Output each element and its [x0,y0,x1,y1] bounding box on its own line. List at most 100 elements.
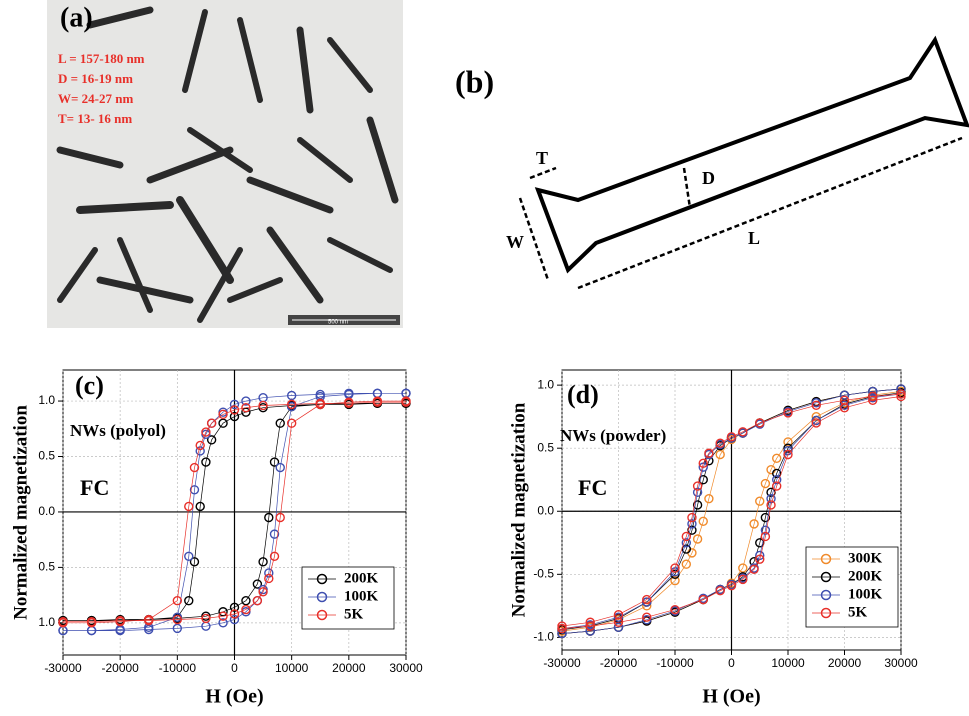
data-point [286,399,297,410]
data-point [286,418,297,428]
y-tick-label: 1.0 [537,377,554,391]
data-point [738,427,748,437]
legend-marker [316,591,328,603]
data-point [557,621,567,631]
data-point [241,604,251,615]
data-point [264,512,274,523]
data-point [839,390,850,400]
data-point [172,595,183,606]
data-point [115,625,125,636]
data-point [264,573,274,584]
legend-label: 200K [848,568,883,584]
tem-image [47,0,403,328]
data-point [811,398,821,408]
x-tick-label: 0 [728,656,735,670]
annotation: T= 13- 16 nm [58,111,132,126]
y-tick-label: 0.5 [537,440,554,454]
data-point [726,432,737,442]
data-point [670,575,680,586]
data-point [772,453,782,463]
data-point [218,418,228,428]
data-point [144,615,154,626]
data-point [613,622,624,632]
data-point [868,395,878,405]
legend-marker [820,571,832,583]
data-point [755,418,765,428]
dimension-label: T [536,148,548,168]
data-point [772,475,782,485]
annotation: L = 157-180 nm [58,51,145,66]
data-point [755,496,765,506]
dimension-label: W [506,232,524,252]
data-point [642,612,652,622]
data-point [195,501,205,512]
data-point [772,481,782,491]
data-point [206,418,217,428]
data-point [275,418,285,428]
data-point [184,595,194,606]
data-point [868,391,878,402]
data-point [206,435,217,445]
data-point [58,617,68,627]
data-point [189,462,200,473]
series-line [561,388,902,634]
data-point [344,397,354,407]
data-point [585,626,595,636]
data-point [241,396,251,406]
legend-marker [316,573,328,585]
data-point [241,403,251,413]
data-point [681,531,691,542]
data-point [698,594,708,605]
data-point [229,614,240,625]
legend-label: 100K [344,588,379,604]
legend-marker [820,589,832,601]
data-point [258,557,268,567]
data-point [195,446,205,456]
x-tick-label: 20000 [332,661,366,675]
data-point [692,500,703,510]
x-tick-label: -30000 [543,656,581,670]
legend-marker [316,609,328,621]
legend-marker [820,607,832,619]
x-tick-label: 10000 [275,661,309,675]
data-point [783,449,793,460]
legend-label: 5K [344,606,364,622]
data-point [704,448,714,458]
data-point [670,563,680,573]
data-point [201,457,211,467]
data-point [698,458,708,469]
annotation: NWs (powder) [560,426,666,445]
panel-label: (c) [75,371,104,400]
x-tick-label: -10000 [656,656,694,670]
x-axis-label: H (Oe) [205,686,263,708]
data-point [229,609,240,619]
dimension-label: L [748,228,760,248]
data-point [144,624,154,635]
data-point [218,618,228,628]
data-point [172,614,183,625]
data-point [783,443,793,453]
scale-bar-label: 500 nm [328,320,348,326]
data-point [264,568,274,578]
dimension-arrows [518,136,963,290]
data-point [252,579,263,589]
data-point [760,531,771,542]
x-tick-label: 30000 [389,661,423,675]
data-point [704,493,714,504]
x-axis-label: H (Oe) [702,686,760,708]
data-point [195,440,205,451]
annotation: W= 24-27 nm [58,91,133,106]
data-point [726,580,737,591]
y-tick-label: -1.0 [533,630,554,644]
data-point [585,621,595,631]
legend-label: 200K [344,570,379,586]
annotation: D = 16-19 nm [58,71,133,86]
data-point [783,408,793,418]
data-point [670,569,680,580]
y-tick-label: 0.0 [38,504,55,518]
data-point [229,411,240,422]
data-point [715,449,725,460]
y-tick-label: 0.5 [38,449,55,463]
legend-marker [820,553,832,565]
